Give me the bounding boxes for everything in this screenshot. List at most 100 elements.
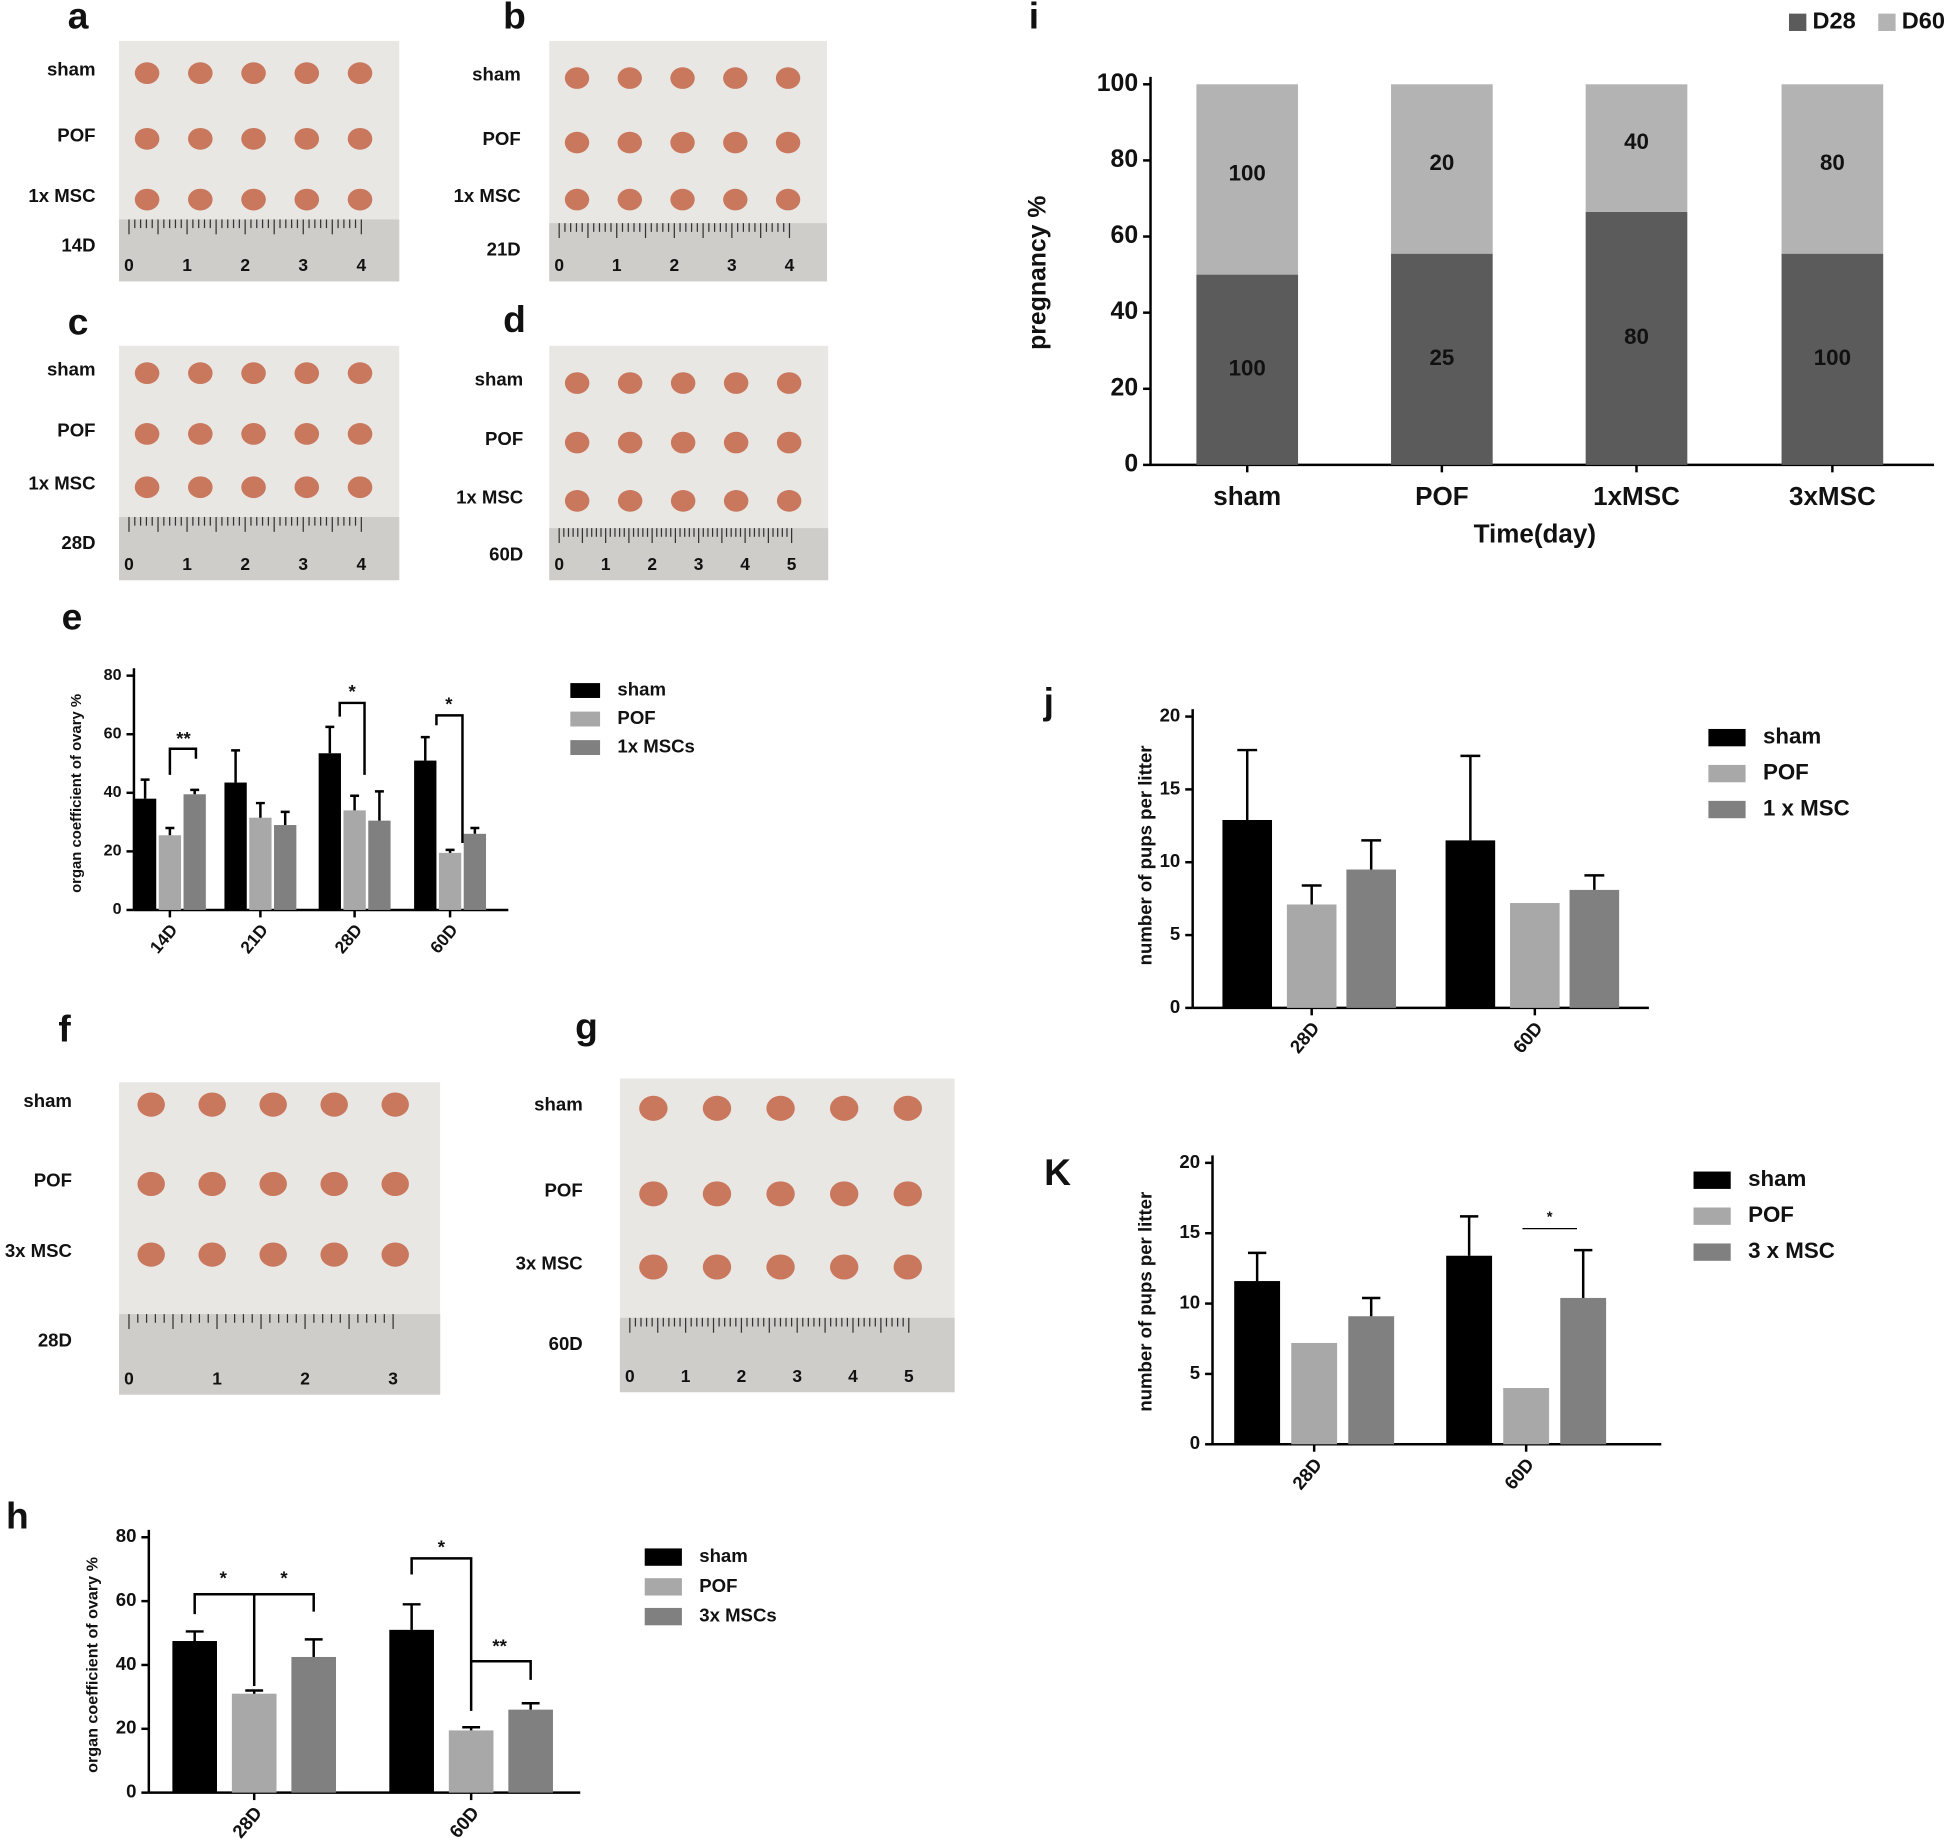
ovary (347, 423, 373, 445)
row-label: POF (483, 128, 521, 149)
ovary (294, 362, 320, 385)
ovary (241, 127, 266, 150)
ovary (617, 67, 642, 89)
x-tick-label: 3xMSC (1789, 481, 1876, 511)
significance-bracket (435, 714, 464, 844)
error-bar (245, 1689, 264, 1694)
ovary (766, 1181, 795, 1207)
row-label: 21D (487, 238, 521, 259)
legend-swatch (570, 683, 601, 698)
y-tick-label: 40 (104, 783, 122, 801)
ovary (723, 188, 748, 211)
ruler-number: 4 (785, 255, 795, 275)
ruler-number: 3 (694, 554, 704, 574)
ovary (564, 372, 590, 394)
ruler-number: 1 (212, 1368, 222, 1388)
panel-letter: d (503, 298, 526, 340)
row-label: sham (23, 1090, 72, 1111)
ovary (198, 1171, 226, 1197)
panel-letter: b (503, 0, 526, 36)
ruler-number: 1 (612, 255, 622, 275)
y-axis-label: number of pups per litter (1135, 1192, 1156, 1412)
ovary (829, 1181, 859, 1207)
ovary (137, 1092, 165, 1117)
ovary (670, 188, 695, 211)
ovary (294, 62, 320, 85)
ruler-number: 3 (792, 1366, 802, 1386)
legend-swatch (644, 1607, 682, 1626)
row-label: 3x MSC (5, 1240, 72, 1261)
error-bar (231, 749, 241, 783)
ovary (259, 1092, 287, 1117)
ovary (829, 1254, 859, 1280)
ovary (893, 1095, 922, 1121)
error-bar (402, 1603, 421, 1630)
y-tick-label: 15 (1179, 1221, 1200, 1242)
ovary (639, 1095, 668, 1121)
legend-label: 3 x MSC (1748, 1238, 1835, 1263)
y-tick-label: 60 (1111, 222, 1139, 249)
ovary (775, 67, 801, 89)
ovary (137, 1242, 165, 1267)
row-label: sham (472, 64, 521, 85)
ruler-number: 5 (787, 554, 797, 574)
ovary (381, 1092, 409, 1117)
ovary (670, 372, 696, 394)
legend-label: POF (1748, 1202, 1794, 1227)
significance-bracket (471, 1659, 532, 1680)
ovary (188, 62, 213, 85)
ruler-number: 1 (601, 554, 611, 574)
significance-bracket (193, 1593, 315, 1687)
legend-label: 1 x MSC (1763, 795, 1850, 820)
ovary (241, 62, 266, 85)
ruler-number: 3 (727, 255, 737, 275)
y-tick-label: 40 (1111, 298, 1139, 325)
ovary (564, 188, 590, 211)
panel-letter: f (58, 1007, 71, 1049)
bar (1348, 1316, 1395, 1445)
y-tick-label: 0 (1170, 996, 1180, 1017)
y-tick-label: 20 (1111, 374, 1139, 401)
ovary (639, 1181, 668, 1207)
ovary (134, 362, 160, 385)
ovary (294, 476, 320, 499)
error-bar (1362, 1296, 1381, 1317)
ovary (893, 1254, 922, 1280)
legend-swatch (1693, 1243, 1731, 1261)
row-label: 1x MSC (28, 185, 95, 206)
y-tick-label: 15 (1160, 777, 1181, 798)
ovary (347, 362, 373, 385)
error-bar (1237, 748, 1258, 820)
segment-label: 100 (1229, 356, 1266, 381)
ruler-number: 0 (554, 554, 564, 574)
ruler-number: 2 (300, 1368, 310, 1388)
bar (1445, 840, 1496, 1008)
ovary (775, 188, 801, 211)
row-label: POF (57, 124, 95, 145)
ovary (670, 67, 695, 89)
ovary (564, 490, 590, 512)
ovary (564, 67, 590, 89)
y-tick-label: 5 (1190, 1362, 1200, 1383)
error-bar (1459, 1215, 1479, 1256)
error-bar (1301, 884, 1322, 905)
ovary (723, 67, 748, 89)
ovary (617, 372, 643, 394)
ruler-number: 1 (681, 1366, 691, 1386)
ovary (775, 131, 801, 154)
significance-mark: ** (176, 728, 191, 749)
segment-label: 20 (1429, 150, 1454, 175)
panel-letter: i (1029, 0, 1039, 36)
legend-label: POF (617, 707, 655, 728)
ovary (564, 131, 590, 154)
error-bar (374, 790, 384, 821)
ruler (119, 219, 400, 282)
y-axis-label: organ coefficient of ovary % (83, 1557, 101, 1773)
ruler-number: 0 (625, 1366, 635, 1386)
legend-label: D28 (1813, 8, 1856, 34)
legend-label: 1x MSCs (617, 735, 694, 756)
ovary (241, 423, 266, 445)
error-bar (325, 725, 335, 754)
legend-label: POF (1763, 759, 1809, 784)
legend-label: sham (699, 1545, 748, 1566)
